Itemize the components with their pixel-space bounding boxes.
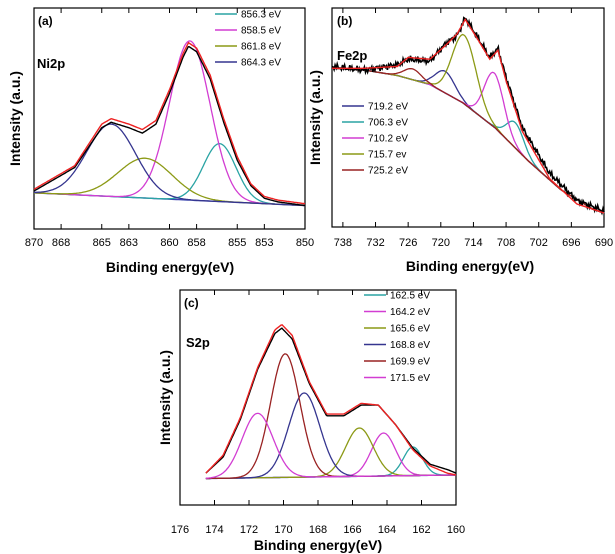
x-tick-label: 174 [205,524,223,536]
x-tick-label: 732 [366,237,384,249]
element-label: Ni2p [37,56,65,71]
legend-entry: 169.9 eV [390,357,430,368]
legend-entry: 168.8 eV [390,340,430,351]
x-tick-label: 714 [464,237,482,249]
x-tick-label: 168 [309,524,327,536]
legend-entry: 164.2 eV [390,307,430,318]
element-label: S2p [186,335,210,350]
plot-frame [331,7,605,228]
x-tick-label: 702 [530,237,548,249]
legend-entry: 710.2 eV [368,134,408,145]
fit-peak-162-5 [205,446,456,480]
legend-entry: 165.6 eV [390,324,430,335]
measured-data-curve [33,45,306,207]
x-tick-label: 696 [562,237,580,249]
legend-entry: 706.3 eV [368,118,408,129]
legend-entry: 856.3 eV [241,10,281,21]
x-tick-label: 160 [447,524,465,536]
x-tick-label: 853 [255,237,273,249]
x-tick-label: 850 [296,237,314,249]
legend-entry: 171.5 eV [390,373,430,384]
x-tick-label: 170 [274,524,292,536]
x-axis-title: Binding energy(eV) [254,537,382,553]
y-axis-title: Intensity (a.u.) [157,350,173,445]
panel-tag: (a) [38,14,53,28]
legend-entry: 725.2 eV [368,166,408,177]
x-tick-label: 164 [378,524,396,536]
x-tick-label: 690 [595,237,613,249]
x-tick-label: 863 [120,237,138,249]
panel-b: 738 732 726 720 714 708 702 696 690 (b) Fe2p 719.2 … [307,7,613,274]
x-tick-label: 172 [240,524,258,536]
legend-entry: 719.2 eV [368,102,408,113]
panel-tag: (c) [184,296,199,310]
x-tick-label: 176 [171,524,189,536]
x-tick-label: 865 [93,237,111,249]
x-tick-label: 858 [187,237,205,249]
x-tick-label: 166 [343,524,361,536]
x-tick-label: 720 [432,237,450,249]
fit-peak-864-3 [33,123,305,207]
legend-entry: 715.7 ev [368,150,406,161]
fit-envelope-curve [332,18,605,214]
fit-envelope-curve [33,41,306,205]
fit-peak-171-5 [205,412,457,479]
x-tick-label: 708 [497,237,515,249]
panel-tag: (b) [337,14,352,28]
panel-c: 176 174 172 170 168 166 164 162 160 (c) S2p 162.5 e… [157,289,465,553]
x-axis-title: Binding energy(eV) [106,259,234,275]
legend-entry: 861.8 eV [241,42,281,53]
x-tick-label: 860 [160,237,178,249]
y-axis-title: Intensity (a.u.) [7,71,23,166]
element-label: Fe2p [337,48,367,63]
legend-entry: 162.5 eV [390,291,430,302]
x-tick-label: 868 [52,237,70,249]
measured-data-curve [331,16,605,216]
x-tick-label: 855 [228,237,246,249]
x-tick-label: 870 [25,237,43,249]
x-tick-label: 726 [399,237,417,249]
x-axis-title: Binding energy(eV) [406,258,534,274]
fit-envelope-curve [205,324,457,476]
x-tick-label: 738 [334,237,352,249]
panel-a: 870 868 865 863 860 858 855 853 850 (a) Ni2p 856.3 … [7,7,314,275]
y-axis-title: Intensity (a.u.) [307,70,323,165]
legend-entry: 858.5 eV [241,26,281,37]
legend-entry: 864.3 eV [241,58,281,69]
x-tick-label: 162 [412,524,430,536]
